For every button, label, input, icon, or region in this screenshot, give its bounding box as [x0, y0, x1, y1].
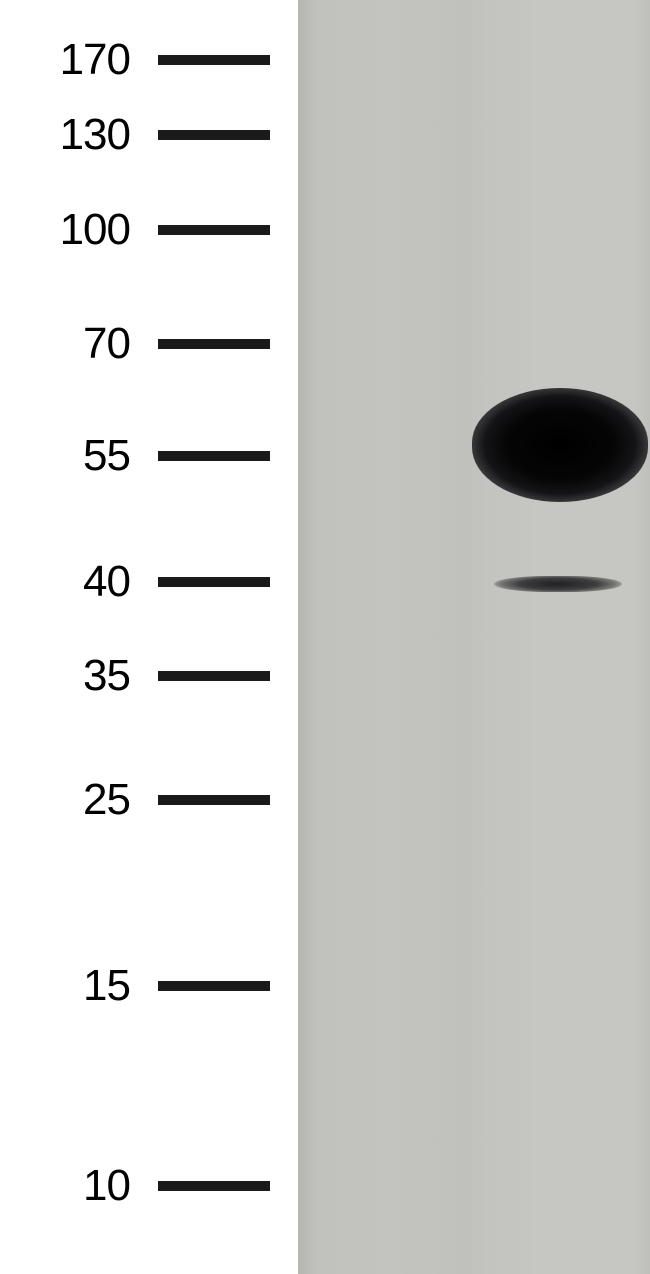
marker-100: 100 — [0, 205, 290, 255]
main-band — [472, 388, 648, 502]
marker-tick-40 — [158, 577, 270, 587]
lanes-region — [298, 0, 650, 1274]
marker-40: 40 — [0, 557, 290, 607]
marker-tick-55 — [158, 451, 270, 461]
marker-tick-130 — [158, 130, 270, 140]
marker-15: 15 — [0, 961, 290, 1011]
minor-band — [494, 576, 622, 592]
marker-tick-100 — [158, 225, 270, 235]
marker-label-10: 10 — [0, 1161, 130, 1211]
marker-label-15: 15 — [0, 961, 130, 1011]
marker-label-170: 170 — [0, 35, 130, 85]
marker-label-55: 55 — [0, 431, 130, 481]
blot-container: 170 130 100 70 55 40 35 25 — [0, 0, 650, 1274]
marker-label-70: 70 — [0, 319, 130, 369]
marker-70: 70 — [0, 319, 290, 369]
marker-25: 25 — [0, 775, 290, 825]
marker-label-25: 25 — [0, 775, 130, 825]
marker-tick-70 — [158, 339, 270, 349]
marker-tick-15 — [158, 981, 270, 991]
marker-label-40: 40 — [0, 557, 130, 607]
marker-170: 170 — [0, 35, 290, 85]
marker-tick-170 — [158, 55, 270, 65]
marker-55: 55 — [0, 431, 290, 481]
marker-label-130: 130 — [0, 110, 130, 160]
marker-10: 10 — [0, 1161, 290, 1211]
marker-tick-35 — [158, 671, 270, 681]
marker-130: 130 — [0, 110, 290, 160]
marker-35: 35 — [0, 651, 290, 701]
mw-ladder: 170 130 100 70 55 40 35 25 — [0, 0, 290, 1274]
marker-label-100: 100 — [0, 205, 130, 255]
lane-1-bg — [298, 0, 472, 1274]
lane-2-bg — [472, 0, 650, 1274]
marker-label-35: 35 — [0, 651, 130, 701]
marker-tick-10 — [158, 1181, 270, 1191]
marker-tick-25 — [158, 795, 270, 805]
